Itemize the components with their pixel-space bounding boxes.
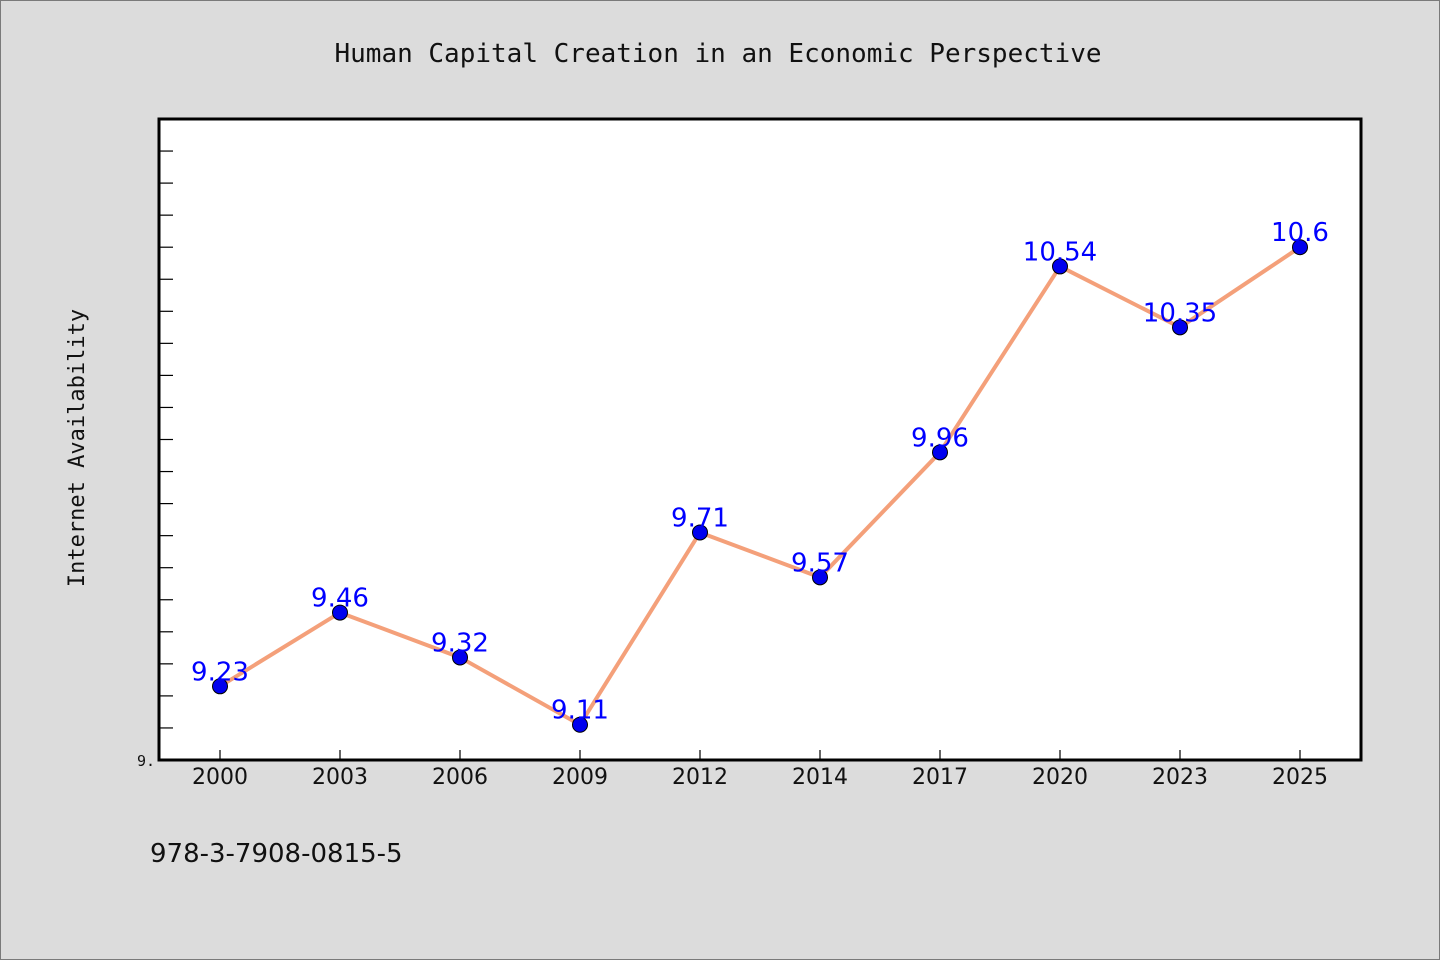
x-tick-label: 2012: [672, 765, 728, 790]
data-label: 9.11: [551, 696, 609, 726]
data-label: 9.57: [791, 548, 849, 578]
data-point: [932, 444, 948, 461]
data-point: [212, 678, 228, 695]
x-tick-label: 2000: [192, 765, 248, 790]
data-label: 9.46: [311, 584, 369, 614]
x-tick-label: 2023: [1152, 765, 1208, 790]
data-point: [812, 569, 828, 586]
x-tick-label: 2003: [312, 765, 368, 790]
data-point: [692, 524, 708, 541]
data-point: [1292, 239, 1308, 256]
x-tick-label: 2017: [912, 765, 968, 790]
x-tick-label: 2020: [1032, 765, 1088, 790]
data-label: 9.32: [431, 628, 489, 658]
data-point: [332, 604, 348, 621]
data-label: 9.71: [671, 503, 729, 533]
x-tick-label: 2009: [552, 765, 608, 790]
x-axis-ticks: 2000 2003 2006 2009 2012 2014 2017 2020 2023 2025: [192, 750, 1328, 790]
chart-title: Human Capital Creation in an Economic Pe…: [334, 39, 1101, 69]
footer-identifier: 978-3-7908-0815-5: [150, 839, 403, 869]
data-point: [1052, 258, 1068, 275]
data-label: 10.54: [1023, 237, 1097, 267]
data-point: [572, 716, 588, 733]
y-axis-ticks: [159, 150, 173, 729]
data-point: [1172, 319, 1188, 336]
y-axis-label: Internet Availability: [65, 309, 90, 587]
series-line: [218, 245, 1302, 727]
series-layer: 9.23 9.46 9.32 9.11 9.71 9.57 9.96 10.54 10.35 10…: [191, 218, 1329, 733]
data-label: 9.23: [191, 657, 249, 687]
x-tick-label: 2006: [432, 765, 488, 790]
x-tick-label: 2014: [792, 765, 848, 790]
data-point: [452, 649, 468, 666]
data-label: 9.96: [911, 423, 969, 453]
data-label: 10.35: [1143, 298, 1217, 328]
x-tick-label: 2025: [1272, 765, 1328, 790]
plot-area: [157, 117, 1363, 762]
data-label: 10.6: [1271, 218, 1329, 248]
y-tick-label: 9.: [137, 752, 155, 770]
